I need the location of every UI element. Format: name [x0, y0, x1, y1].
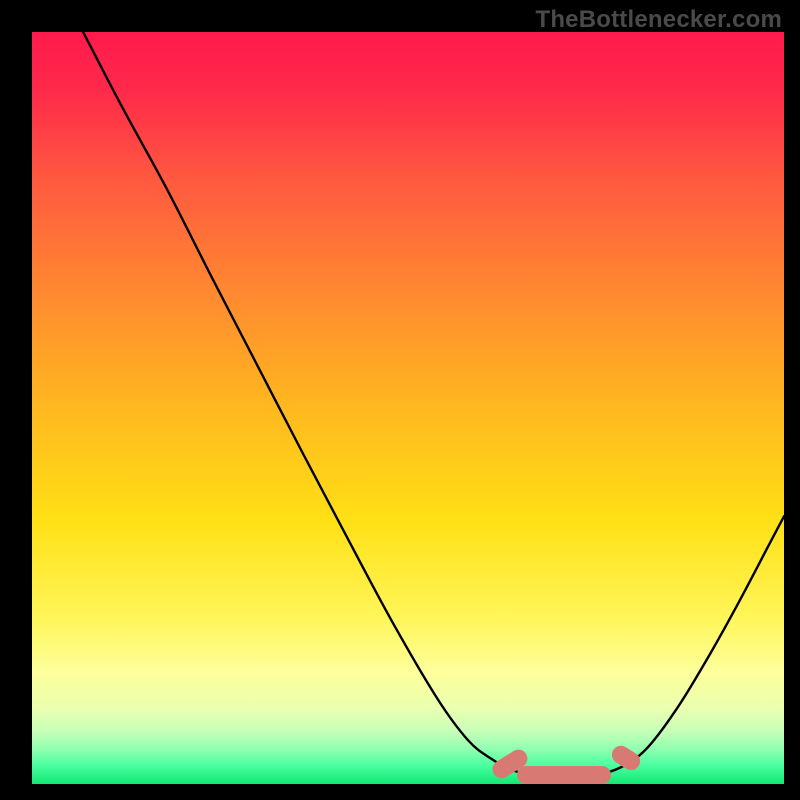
highlight-marker: [517, 766, 611, 784]
bottleneck-curve: [83, 32, 784, 777]
curve-overlay: [0, 0, 800, 800]
watermark-text: TheBottlenecker.com: [535, 6, 782, 34]
